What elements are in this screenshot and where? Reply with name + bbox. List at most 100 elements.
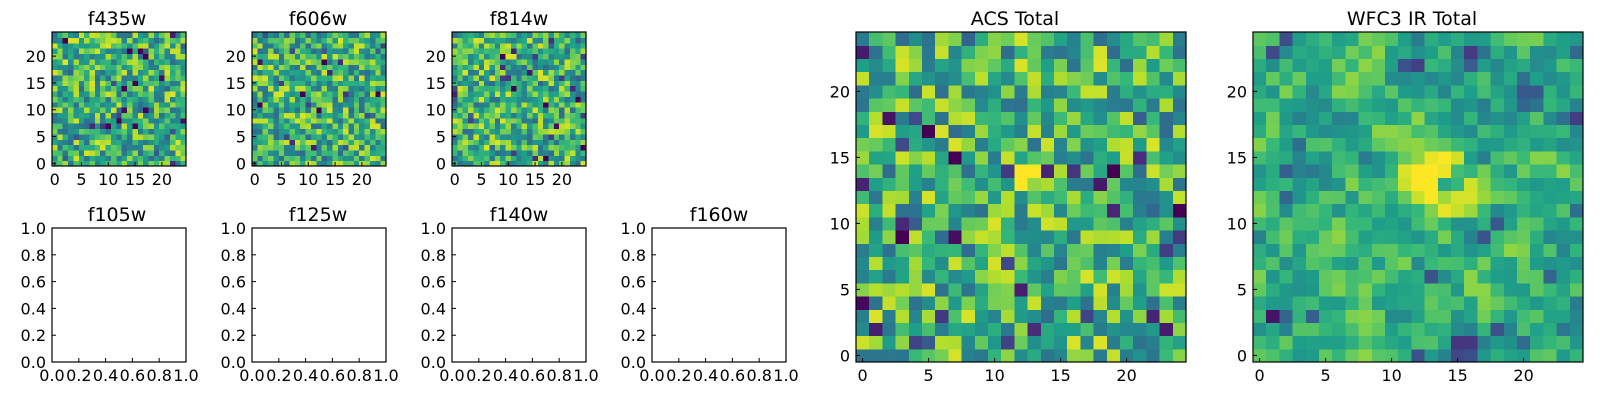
heatmap-cell	[294, 101, 301, 108]
heatmap-cell	[489, 58, 496, 65]
heatmap-cell	[1332, 32, 1346, 46]
heatmap-cell	[575, 48, 582, 55]
heatmap-cell	[510, 90, 517, 97]
heatmap-cell	[1172, 190, 1187, 205]
heatmap-cell	[1556, 230, 1571, 244]
heatmap-cell	[1345, 111, 1360, 125]
heatmap-cell	[300, 90, 307, 97]
heatmap-cell	[348, 42, 355, 49]
heatmap-cell	[380, 139, 387, 146]
heatmap-cell	[908, 58, 923, 73]
heatmap-cell	[974, 203, 989, 218]
heatmap-cell	[110, 117, 117, 124]
heatmap-cell	[537, 37, 544, 44]
heatmap-cell	[278, 149, 285, 156]
heatmap-cell	[1332, 256, 1346, 271]
heatmap-cell	[505, 32, 512, 38]
heatmap-cell	[489, 53, 496, 60]
heatmap-cell	[500, 101, 507, 108]
heatmap-cell	[1133, 335, 1147, 350]
x-tick-label: 0.6	[320, 366, 345, 385]
heatmap-cell	[153, 80, 160, 87]
heatmap-cell	[1517, 150, 1531, 165]
heatmap-cell	[1490, 137, 1505, 152]
axis-ticks: 0.0 0.2 0.4 0.6 0.8 1.00.00.20.40.60.81.0	[621, 219, 799, 385]
heatmap-cell	[1067, 32, 1081, 46]
heatmap-cell	[1530, 137, 1544, 152]
heatmap-cell	[468, 74, 475, 81]
heatmap-cell	[343, 42, 350, 49]
heatmap-cell	[1437, 282, 1452, 297]
heatmap-cell	[484, 133, 491, 140]
heatmap-cell	[100, 64, 107, 71]
heatmap-cell	[564, 117, 571, 124]
heatmap-cell	[1080, 111, 1095, 125]
heatmap-cell	[89, 112, 96, 119]
heatmap-cell	[1040, 322, 1055, 337]
heatmap-cell	[516, 53, 523, 60]
heatmap-cell	[1001, 111, 1015, 125]
heatmap-cell	[553, 90, 560, 97]
heatmap-cell	[1133, 203, 1147, 218]
heatmap-cell	[548, 32, 555, 38]
heatmap-cell	[294, 117, 301, 124]
heatmap-cell	[500, 64, 507, 71]
heatmap-cell	[289, 107, 296, 113]
heatmap-cell	[369, 37, 376, 44]
heatmap-cell	[353, 107, 360, 113]
heatmap-cell	[327, 64, 333, 71]
heatmap-cell	[1146, 269, 1161, 284]
heatmap-cell	[1159, 124, 1174, 139]
heatmap-cell	[1345, 269, 1360, 284]
heatmap-cell	[564, 69, 571, 76]
heatmap-cell	[1358, 32, 1373, 46]
heatmap-cell	[974, 84, 989, 99]
y-tick-label: 0.2	[221, 326, 246, 345]
heatmap-cell	[1027, 282, 1042, 297]
heatmap-cell	[353, 160, 360, 167]
heatmap-cell	[935, 269, 949, 284]
heatmap-cell	[516, 69, 523, 76]
heatmap-cell	[1120, 243, 1134, 257]
heatmap-cell	[1437, 309, 1452, 323]
heatmap-cell	[494, 160, 501, 167]
heatmap-cell	[294, 53, 301, 60]
heatmap-cell	[121, 85, 128, 92]
heatmap-cell	[1146, 71, 1161, 86]
heatmap-cell	[305, 133, 312, 140]
heatmap-cell	[1358, 124, 1373, 139]
heatmap-cell	[105, 149, 112, 156]
heatmap-cell	[68, 139, 75, 146]
heatmap-cell	[380, 42, 387, 49]
heatmap-cell	[1345, 256, 1360, 271]
heatmap-cell	[1385, 32, 1399, 46]
heatmap-cell	[1292, 164, 1307, 178]
heatmap-cell	[532, 155, 539, 162]
heatmap-cell	[543, 112, 550, 119]
heatmap-cell	[1172, 230, 1187, 244]
heatmap-cell	[337, 32, 344, 38]
heatmap-cell	[273, 128, 280, 135]
heatmap-cell	[310, 128, 317, 135]
heatmap-cell	[564, 133, 571, 140]
heatmap-cell	[478, 32, 485, 38]
heatmap-cell	[153, 58, 160, 65]
heatmap-cell	[1027, 296, 1042, 310]
y-tick-label: 0	[1237, 346, 1247, 365]
heatmap-cell	[494, 112, 501, 119]
heatmap-cell	[316, 37, 323, 44]
heatmap-cell	[1292, 335, 1307, 350]
heatmap-cell	[1266, 71, 1280, 86]
heatmap-cell	[316, 53, 323, 60]
heatmap-cell	[89, 117, 96, 124]
heatmap-cell	[1279, 335, 1294, 350]
heatmap-cell	[1543, 230, 1558, 244]
heatmap-cell	[375, 90, 382, 97]
heatmap-cell	[353, 128, 360, 135]
heatmap-cell	[1503, 32, 1518, 46]
heatmap-cell	[332, 80, 339, 87]
heatmap-cell	[359, 32, 366, 38]
heatmap-cell	[1398, 45, 1412, 59]
heatmap-cell	[132, 80, 139, 87]
heatmap-cell	[257, 128, 264, 135]
